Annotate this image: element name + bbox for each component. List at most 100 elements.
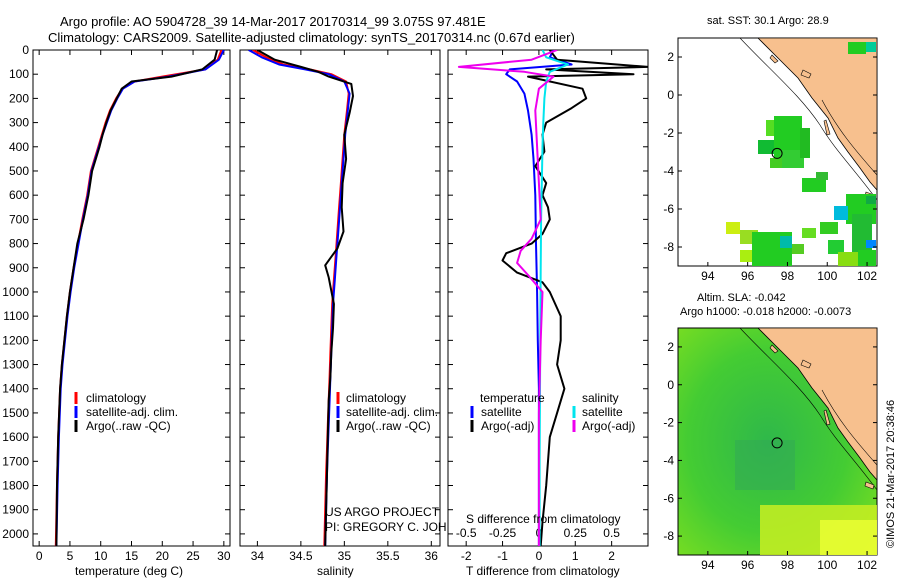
salinity-legend: climatology satellite-adj. clim. Argo(..…	[336, 391, 438, 433]
depth-tick-label: 2000	[2, 527, 29, 541]
series-argo-raw-qc-	[55, 50, 219, 546]
argo-position-marker	[771, 437, 783, 449]
lon-tick-label: 96	[741, 269, 755, 283]
x-tick-label: 0	[536, 549, 543, 563]
coast-contour	[739, 328, 877, 491]
island-sipora	[769, 54, 779, 64]
legend-salinity-header: salinity	[582, 391, 619, 405]
coast-contour-2	[821, 99, 877, 176]
x-tick-label: 0	[36, 549, 43, 563]
difference-depth-ticks	[448, 49, 648, 535]
lat-tick-label: -8	[663, 240, 674, 254]
sst-pixels-south	[726, 172, 876, 266]
depth-axis-ticks: 0 100 200 300 400 500 600 700 800 900 1000 1100 1200…	[2, 43, 230, 541]
difference-legend: temperature salinity satellite Argo(-adj…	[470, 391, 635, 433]
legend-climatology-label: climatology	[346, 391, 406, 405]
figure-title-line1: Argo profile: AO 5904728_39 14-Mar-2017 …	[60, 14, 486, 29]
temperature-xlabel: temperature (deg C)	[75, 564, 183, 578]
sla-anomaly-patch-3	[735, 440, 795, 490]
x-tick-label: 36	[425, 549, 439, 563]
legend-argo-label: Argo(..raw -QC)	[86, 419, 171, 433]
x-tick-label: 30	[217, 549, 231, 563]
legend-s-argo-label: Argo(-adj)	[582, 419, 635, 433]
lat-tick-label: -6	[663, 491, 674, 505]
salinity-plot-frame	[239, 49, 441, 547]
s-tick-label: 0.5	[603, 526, 620, 540]
sla-map-lat-ticks: 2 0 -2 -4 -6 -8	[663, 340, 877, 543]
depth-tick-label: 100	[9, 67, 29, 81]
temperature-axis-ticks: 0 5 10 15 20 25 30	[36, 50, 231, 563]
t-difference-xlabel: T difference from climatology	[466, 564, 620, 578]
pi-credit: PI: GREGORY C. JOHNSON	[325, 520, 481, 534]
sla-anomaly-patch-2	[820, 520, 877, 555]
imos-timestamp: ©IMOS 21-Mar-2017 20:38:46	[885, 400, 897, 548]
lat-tick-label: -2	[663, 126, 674, 140]
lat-tick-label: 2	[667, 50, 674, 64]
lon-tick-label: 102	[857, 558, 877, 572]
coast-contour	[739, 38, 877, 201]
depth-tick-label: 1600	[2, 430, 29, 444]
lat-tick-label: -8	[663, 529, 674, 543]
island-pagai	[823, 409, 831, 426]
legend-temperature-header: temperature	[480, 391, 545, 405]
depth-tick-label: 0	[22, 43, 29, 57]
lon-tick-label: 100	[817, 558, 837, 572]
x-tick-label: 35.5	[376, 549, 400, 563]
legend-climatology-label: climatology	[86, 391, 146, 405]
depth-tick-label: 1200	[2, 333, 29, 347]
lon-tick-label: 94	[701, 269, 715, 283]
lon-tick-label: 98	[781, 269, 795, 283]
island-siberut	[800, 359, 812, 369]
legend-t-argo-label: Argo(-adj)	[481, 419, 534, 433]
difference-profiles	[457, 50, 648, 546]
x-tick-label: 20	[156, 549, 170, 563]
lon-tick-label: 96	[741, 558, 755, 572]
coast-contour-2	[821, 389, 877, 466]
sumatra-land	[757, 328, 877, 481]
x-tick-label: 1	[572, 549, 579, 563]
sumatra-land	[757, 38, 877, 191]
depth-tick-label: 600	[9, 188, 29, 202]
series-salinity-argo-adj-	[457, 50, 558, 546]
temperature-plot-frame	[32, 49, 231, 547]
sla-map-content	[735, 328, 877, 555]
depth-tick-label: 900	[9, 261, 29, 275]
depth-tick-label: 700	[9, 212, 29, 226]
sst-map-panel: sat. SST: 30.1 Argo: 28.9	[663, 15, 878, 283]
x-tick-label: 34.5	[289, 549, 313, 563]
series-argo-raw-qc-	[256, 50, 354, 546]
project-credit: US ARGO PROJECT	[325, 505, 440, 519]
temperature-profiles	[54, 50, 225, 546]
legend-satellite-label: satellite-adj. clim.	[346, 405, 438, 419]
x-tick-label: 5	[67, 549, 74, 563]
sst-map-title: sat. SST: 30.1 Argo: 28.9	[707, 15, 829, 27]
island-siberut	[800, 69, 812, 79]
s-tick-label: -0.25	[489, 526, 517, 540]
sst-map-lon-ticks: 94 96 98 100 102	[701, 262, 877, 283]
depth-tick-label: 300	[9, 116, 29, 130]
x-tick-label: 35	[338, 549, 352, 563]
sla-map-panel: Altim. SLA: -0.042 Argo h1000: -0.018 h2…	[663, 292, 878, 572]
depth-tick-label: 1400	[2, 382, 29, 396]
legend-satellite-label: satellite-adj. clim.	[86, 405, 178, 419]
lat-tick-label: 0	[667, 88, 674, 102]
sla-map-title-line2: Argo h1000: -0.018 h2000: -0.0073	[680, 306, 851, 318]
legend-s-satellite-label: satellite	[582, 405, 623, 419]
lat-tick-label: 2	[667, 340, 674, 354]
x-tick-label: 34	[251, 549, 265, 563]
depth-tick-label: 1000	[2, 285, 29, 299]
lat-tick-label: -2	[663, 416, 674, 430]
sst-map-content	[726, 38, 877, 266]
sla-map-title-line1: Altim. SLA: -0.042	[697, 292, 786, 304]
lon-tick-label: 94	[701, 558, 715, 572]
x-tick-label: 25	[186, 549, 200, 563]
salinity-profiles	[248, 50, 354, 546]
temperature-legend: climatology satellite-adj. clim. Argo(..…	[74, 391, 178, 433]
depth-tick-label: 1700	[2, 454, 29, 468]
lon-tick-label: 100	[817, 269, 837, 283]
depth-tick-label: 1800	[2, 479, 29, 493]
argo-position-marker	[771, 147, 783, 159]
figure-title-line2: Climatology: CARS2009. Satellite-adjuste…	[48, 30, 575, 45]
depth-tick-label: 400	[9, 140, 29, 154]
